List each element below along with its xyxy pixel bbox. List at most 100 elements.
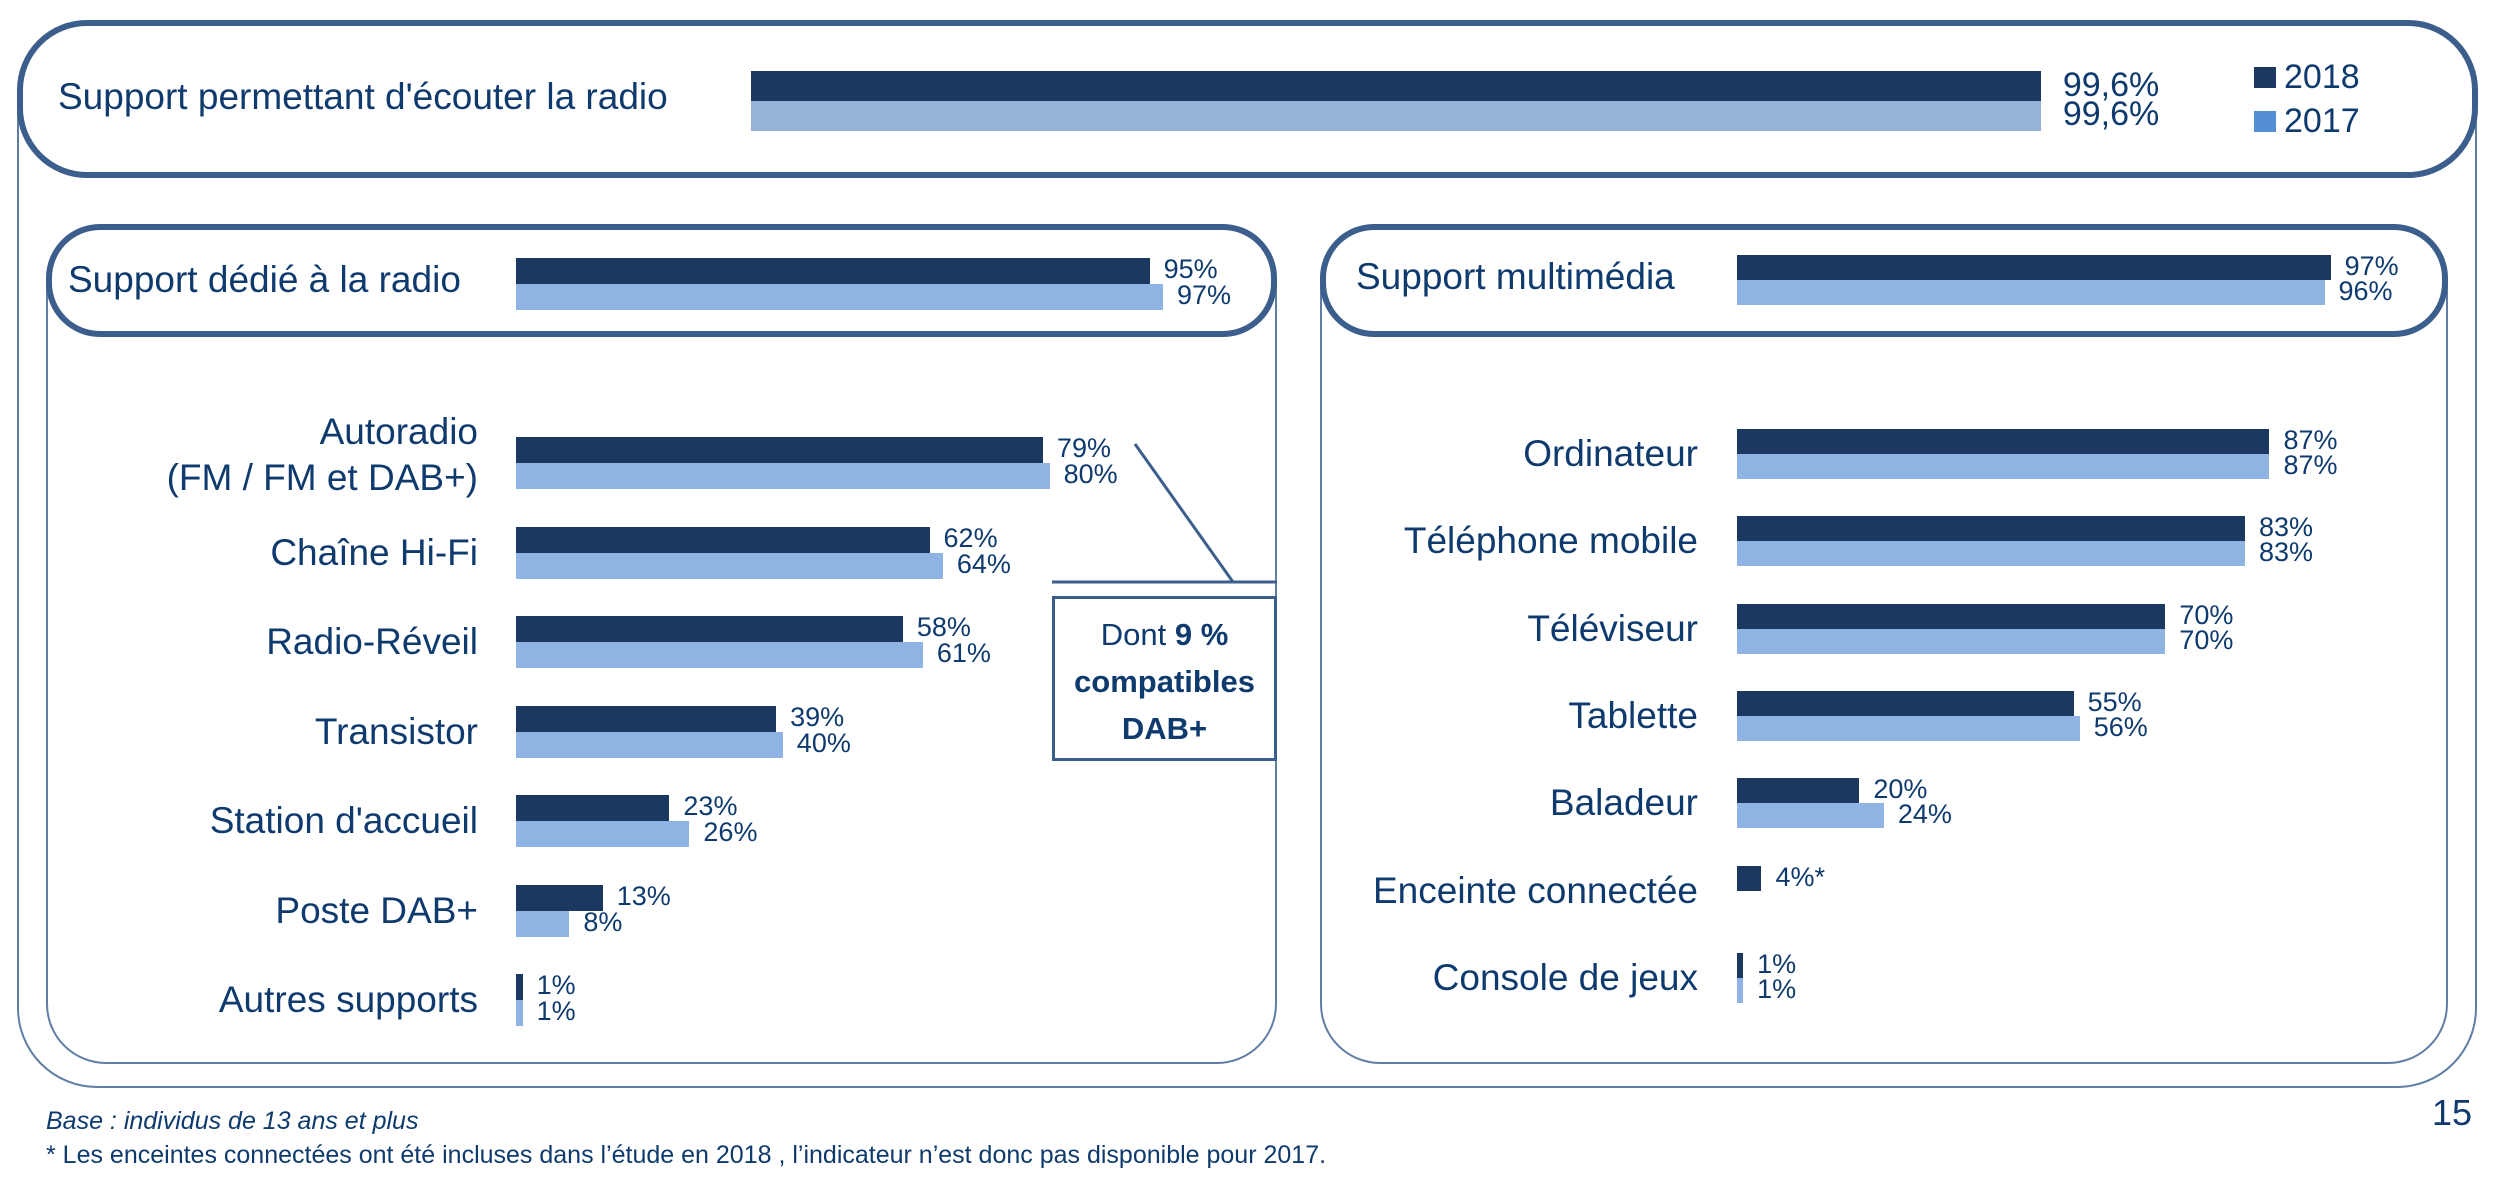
value-label-2017-station-d-accueil: 26% [703,817,758,847]
category-label-line: Station d'accueil [209,800,478,841]
bar-2018-support-dedie-a-la-radio [516,258,1150,284]
bar-2017-station-d-accueil [516,821,690,847]
category-label-line: Chaîne Hi-Fi [270,531,478,573]
value-label-2018-top-summary: 99,6% [2062,66,2160,104]
value-label-2018-transistor: 39% [790,701,845,732]
category-label-chaine-hi-fi: Chaîne Hi-Fi [270,530,478,576]
value-label-2018-enceinte-connectee: 4%* [1775,861,1825,892]
value-label-2017-ordinateur: 87% [2283,450,2338,480]
bar-2017-support-multimedia [1737,280,2325,305]
value-label-2017-chaine-hi-fi: 64% [956,548,1011,579]
bar-2017-autres-supports [516,1000,523,1026]
category-label-tablette: Tablette [1568,693,1698,739]
category-label-poste-dab: Poste DAB+ [275,888,478,934]
bar-2017-telephone-mobile [1737,541,2245,567]
value-label-2017-poste-dab: 8% [583,906,623,937]
category-label-line: Poste DAB+ [275,889,478,931]
legend-swatch-2018 [2254,67,2276,88]
bar-2018-tablette [1737,690,2074,716]
top-summary-title: Support permettant d'écouter la radio [58,76,668,117]
bar-2017-tablette [1737,715,2080,741]
legend-label-2018: 2018 [2284,58,2360,96]
value-label-2018-radio-reveil: 58% [916,612,971,642]
left-header-title: Support dédié à la radio [68,259,461,300]
value-label-2017-support-dedie-a-la-radio: 97% [1176,280,1232,310]
bar-2018-autoradio-fm-fm-et-dab [516,437,1043,463]
bar-2018-ordinateur [1737,429,2270,454]
category-label-line: Téléphone mobile [1403,520,1698,562]
callout-line-3: DAB+ [1121,711,1208,746]
category-label-line: Transistor [314,710,478,752]
category-label-line: Autoradio [319,411,478,452]
value-label-2017-transistor: 40% [796,727,851,758]
value-label-2018-tablette: 55% [2087,686,2142,717]
bar-2017-chaine-hi-fi [516,552,943,579]
category-label-enceinte-connectee: Enceinte connectée [1373,868,1698,914]
value-label-2018-telephone-mobile: 83% [2258,512,2313,543]
footnote-note: * Les enceintes connectées ont été inclu… [46,1141,1327,1169]
value-label-2018-autoradio-fm-fm-et-dab: 79% [1056,433,1111,463]
legend-label-2017: 2017 [2284,102,2360,140]
bar-2018-support-multimedia [1737,255,2331,280]
bar-2017-televiseur [1737,628,2166,654]
category-label-line: Baladeur [1549,782,1698,824]
category-label-line: Console de jeux [1432,956,1698,998]
category-label-transistor: Transistor [315,709,478,755]
category-label-line: Ordinateur [1523,433,1698,474]
value-label-2017-console-de-jeux: 1% [1757,973,1797,1004]
legend-item-2018: 2018 [2254,58,2360,97]
bar-2017-autoradio-fm-fm-et-dab [516,463,1050,489]
value-label-2017-autoradio-fm-fm-et-dab: 80% [1063,459,1118,489]
value-label-2018-televiseur: 70% [2179,599,2234,630]
bar-2017-support-dedie-a-la-radio [516,284,1163,310]
bar-2017-radio-reveil [516,642,923,668]
bar-2018-televiseur [1737,603,2166,629]
value-label-2017-autres-supports: 1% [536,996,576,1026]
bar-2017-top-summary [751,101,2041,131]
bar-2018-autres-supports [516,974,523,1000]
value-label-2018-ordinateur: 87% [2283,425,2338,455]
value-label-2017-radio-reveil: 61% [936,638,991,668]
bar-2018-poste-dab [516,884,603,911]
category-label-line: Enceinte connectée [1372,869,1698,911]
bar-2018-telephone-mobile [1737,516,2245,542]
callout-prefix: Dont [1100,617,1167,652]
callout-line-1: Dont 9 % [1055,611,1274,658]
category-label-line: Autres supports [218,979,478,1020]
category-label-radio-reveil: Radio-Réveil [266,619,478,665]
category-label-line: Téléviseur [1527,607,1698,649]
category-label-baladeur: Baladeur [1550,780,1698,826]
category-label-station-d-accueil: Station d'accueil [210,798,478,844]
value-label-2018-station-d-accueil: 23% [683,791,738,821]
value-label-2018-poste-dab: 13% [616,880,671,911]
footnote-base: Base : individus de 13 ans et plus [46,1107,419,1135]
dab-callout-box: Dont 9 % compatibles DAB+ [1052,596,1277,761]
bar-2018-baladeur [1737,778,1860,804]
category-label-telephone-mobile: Téléphone mobile [1404,518,1698,564]
bar-2018-transistor [516,705,777,732]
bar-2018-radio-reveil [516,616,903,642]
bar-2018-top-summary [751,71,2041,101]
callout-value: 9 % [1174,617,1229,652]
right-header-title: Support multimédia [1356,256,1675,297]
bar-2017-baladeur [1737,803,1884,829]
category-label-line: Tablette [1568,694,1698,736]
page-number: 15 [2432,1092,2473,1133]
value-label-2018-baladeur: 20% [1873,774,1928,805]
value-label-2018-support-multimedia: 97% [2344,251,2399,281]
category-label-televiseur: Téléviseur [1527,606,1698,652]
value-label-2018-chaine-hi-fi: 62% [943,522,998,553]
value-label-2017-televiseur: 70% [2179,624,2234,655]
value-label-2017-telephone-mobile: 83% [2258,537,2313,568]
category-label-autres-supports: Autres supports [219,977,478,1023]
callout-line-2: compatibles [1074,664,1255,699]
bar-2017-transistor [516,731,783,758]
category-label-line: Radio-Réveil [266,621,478,662]
value-label-2017-tablette: 56% [2093,711,2148,742]
bar-2018-enceinte-connectee [1737,865,1762,891]
bar-2018-station-d-accueil [516,795,670,821]
category-label-autoradio-fm-fm-et-dab: Autoradio (FM / FM et DAB+) [167,409,478,501]
value-label-2018-support-dedie-a-la-radio: 95% [1163,254,1218,284]
value-label-2018-console-de-jeux: 1% [1757,948,1797,979]
bar-2018-chaine-hi-fi [516,526,930,553]
